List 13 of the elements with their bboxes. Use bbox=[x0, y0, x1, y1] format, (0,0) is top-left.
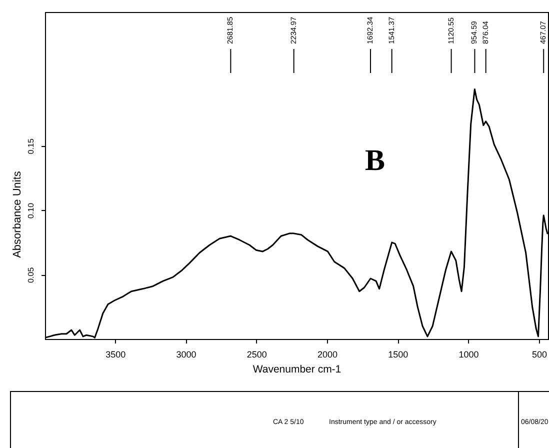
x-tick-label: 3500 bbox=[106, 350, 126, 360]
y-tick-label: 0.15 bbox=[26, 138, 36, 154]
y-tick-label: 0.10 bbox=[26, 202, 36, 219]
x-tick-label: 2000 bbox=[318, 350, 338, 360]
x-axis-title: Wavenumber cm-1 bbox=[252, 364, 342, 376]
y-tick-label: 0.05 bbox=[26, 266, 36, 283]
x-tick-label: 2500 bbox=[246, 350, 267, 360]
x-tick-label: 1000 bbox=[458, 350, 479, 360]
x-tick-label: 3000 bbox=[176, 350, 196, 360]
x-tick-label: 1500 bbox=[388, 350, 408, 360]
x-tick-label: 500 bbox=[532, 350, 547, 360]
y-axis-title: Absorbance Units bbox=[12, 170, 24, 258]
annotation: B bbox=[364, 144, 386, 177]
